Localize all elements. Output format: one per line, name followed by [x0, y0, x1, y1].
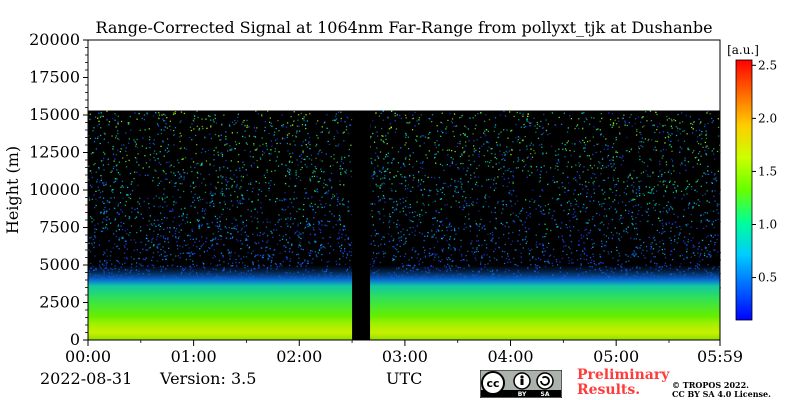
y-tick-label: 7500 [39, 218, 80, 237]
copyright-notice: © TROPOS 2022. CC BY SA 4.0 License. [672, 381, 771, 399]
cc-license-logo: cc BY SA [480, 370, 562, 398]
x-axis-label: UTC [386, 369, 423, 388]
y-tick-label: 0 [70, 330, 80, 349]
y-axis-label: Height (m) [3, 146, 22, 234]
y-tick-label: 2500 [39, 293, 80, 312]
colorbar-tick-label: 1.0 [758, 217, 777, 231]
colorbar: [a.u.] 0.5 1.0 1.5 2.0 2.5 [727, 43, 777, 321]
boundary-layer-band [88, 265, 720, 340]
y-tick-label: 5000 [39, 255, 80, 274]
colorbar-tick-label: 0.5 [758, 271, 777, 285]
x-axis: 00:00 01:00 02:00 03:00 04:00 05:00 05:59 [65, 340, 743, 366]
colorbar-tick-label: 2.5 [758, 58, 777, 72]
footer-date: 2022-08-31 [40, 369, 133, 388]
x-tick-label: 03:00 [382, 347, 428, 366]
preliminary-line2: Results. [577, 382, 641, 398]
footer-version: Version: 3.5 [160, 369, 257, 388]
colorbar-tick-label: 2.0 [758, 111, 777, 125]
sa-text: SA [541, 391, 550, 398]
y-tick-label: 20000 [29, 30, 80, 49]
aerosol-layer [88, 265, 720, 340]
by-text: BY [518, 391, 527, 398]
y-tick-label: 15000 [29, 105, 80, 124]
colorbar-gradient [735, 59, 753, 321]
colorbar-tick-label: 1.5 [758, 164, 777, 178]
y-tick-label: 10000 [29, 180, 80, 199]
x-tick-label: 05:59 [697, 347, 743, 366]
x-tick-label: 01:00 [171, 347, 217, 366]
y-tick-label: 17500 [29, 68, 80, 87]
colorbar-unit: [a.u.] [727, 43, 759, 57]
preliminary-line1: Preliminary [577, 367, 670, 383]
x-tick-label: 00:00 [65, 347, 111, 366]
plot-area [87, 39, 722, 341]
preliminary-notice: Preliminary Results. [577, 368, 669, 398]
no-data-gap [352, 110, 371, 340]
copyright-line1: © TROPOS 2022. [672, 380, 749, 390]
x-tick-label: 05:00 [593, 347, 639, 366]
y-tick-label: 12500 [29, 143, 80, 162]
cc-logo-text: cc [486, 377, 499, 390]
copyright-line2: CC BY SA 4.0 License. [672, 389, 771, 399]
chart-title: Range-Corrected Signal at 1064nm Far-Ran… [95, 18, 712, 37]
y-axis: 0 2500 5000 7500 10000 12500 15000 17500 20000 [29, 30, 88, 349]
x-tick-label: 02:00 [276, 347, 322, 366]
x-tick-label: 04:00 [487, 347, 533, 366]
